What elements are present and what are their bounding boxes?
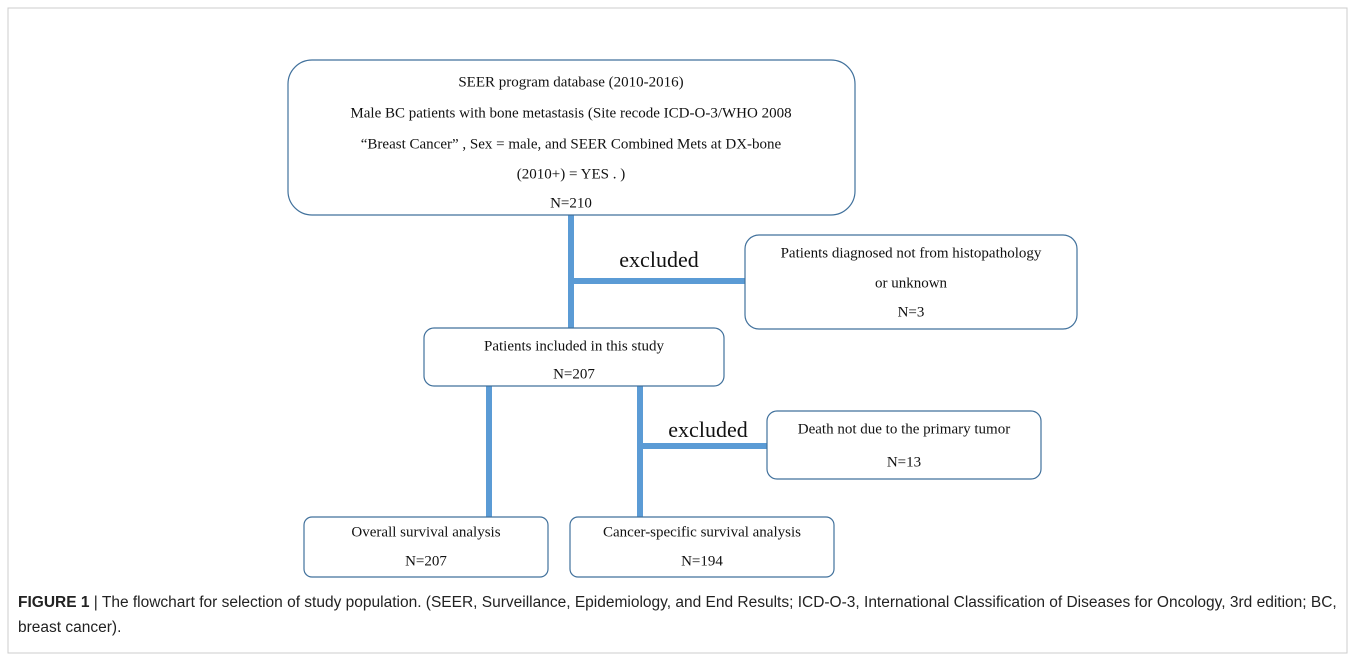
caption-text: | The flowchart for selection of study p… [18,594,1337,636]
caption-label: FIGURE 1 [18,594,90,611]
edge-label: excluded [619,247,698,272]
box-text: N=207 [553,366,595,382]
edge-label: excluded [668,417,747,442]
box [287,59,856,216]
box-text: or unknown [875,275,948,291]
frame [7,7,1348,654]
box-text: Death not due to the primary tumor [798,421,1010,437]
box-text: “Breast Cancer” , Sex = male, and SEER C… [361,136,782,152]
box-text: (2010+) = YES . ) [517,166,625,182]
box-text: N=13 [887,454,921,470]
box-text: Patients diagnosed not from histopatholo… [781,245,1042,261]
box [569,516,835,578]
box-text: N=3 [898,304,925,320]
box [303,516,549,578]
box-text: SEER program database (2010-2016) [458,74,683,90]
box-text: N=194 [681,553,723,569]
box [423,327,725,387]
box [744,234,1078,330]
box-text: Male BC patients with bone metastasis (S… [350,105,791,121]
box-text: Patients included in this study [484,338,664,354]
box [766,410,1042,480]
box-text: Cancer-specific survival analysis [603,524,801,540]
caption: FIGURE 1 | The flowchart for selection o… [18,590,1340,640]
box-text: N=207 [405,553,447,569]
box-text: N=210 [550,195,592,211]
box-text: Overall survival analysis [351,524,500,540]
